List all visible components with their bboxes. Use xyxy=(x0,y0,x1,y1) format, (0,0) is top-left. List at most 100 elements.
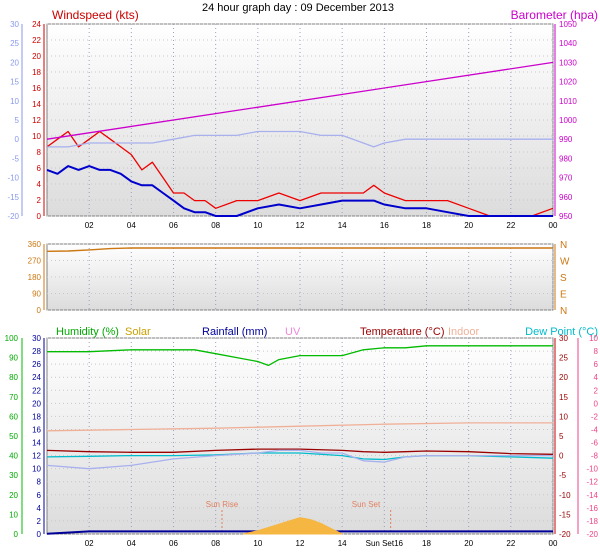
y-tick-label: 40 xyxy=(9,452,18,461)
x-tick-label: Sun Set16 xyxy=(366,539,404,548)
y-tick-label: 6 xyxy=(594,360,599,369)
x-tick-label: 06 xyxy=(169,221,178,230)
y-tick-label: -10 xyxy=(559,491,571,500)
x-tick-label: 08 xyxy=(211,221,220,230)
y-tick-label: -12 xyxy=(586,478,598,487)
y-tick-label: -16 xyxy=(586,504,598,513)
y-tick-label: 1000 xyxy=(559,116,577,125)
compass-label: S xyxy=(560,273,567,284)
y-tick-label: 24 xyxy=(32,373,41,382)
y-tick-label: 10 xyxy=(10,97,19,106)
solar-label: Solar xyxy=(125,326,151,338)
y-tick-label: 10 xyxy=(9,510,18,519)
y-tick-label: 10 xyxy=(559,412,568,421)
y-tick-label: 18 xyxy=(32,412,41,421)
x-tick-label: 00 xyxy=(549,221,558,230)
x-tick-label: 18 xyxy=(422,539,431,548)
series-indoor xyxy=(46,422,553,432)
series-average xyxy=(46,165,553,217)
y-tick-label: -20 xyxy=(7,212,19,221)
y-tick-label: -20 xyxy=(586,530,598,539)
y-tick-label: 8 xyxy=(37,148,42,157)
y-tick-label: -5 xyxy=(559,471,567,480)
y-tick-label: -18 xyxy=(586,517,598,526)
rainfall-label: Rainfall (mm) xyxy=(202,326,267,338)
y-tick-label: 5 xyxy=(15,116,20,125)
y-tick-label: 8 xyxy=(37,478,42,487)
y-tick-label: 1010 xyxy=(559,97,577,106)
y-tick-label: 90 xyxy=(9,354,18,363)
y-tick-label: 1040 xyxy=(559,39,577,48)
x-tick-label: 04 xyxy=(127,539,136,548)
x-tick-label: 04 xyxy=(127,221,136,230)
y-tick-label: 30 xyxy=(559,334,568,343)
y-tick-label: 4 xyxy=(37,504,42,513)
x-tick-label: 12 xyxy=(296,539,305,548)
compass-label: N xyxy=(560,240,567,251)
barometer-label: Barometer (hpa) xyxy=(511,8,598,22)
y-tick-label: 980 xyxy=(559,154,573,163)
y-tick-label: 12 xyxy=(32,116,41,125)
series-humidity xyxy=(47,345,553,367)
y-tick-label: 2 xyxy=(37,517,42,526)
dewpoint-label: Dew Point (°C) xyxy=(525,326,598,338)
x-tick-label: 20 xyxy=(464,221,473,230)
x-tick-label: 16 xyxy=(380,221,389,230)
x-tick-label: 02 xyxy=(85,221,94,230)
y-tick-label: 14 xyxy=(32,439,41,448)
y-tick-label: 25 xyxy=(559,354,568,363)
y-tick-label: 0 xyxy=(37,212,42,221)
y-tick-label: 0 xyxy=(37,530,42,539)
y-tick-label: -5 xyxy=(12,154,20,163)
y-tick-label: 20 xyxy=(32,52,41,61)
y-tick-label: 4 xyxy=(594,373,599,382)
y-tick-label: 1050 xyxy=(559,20,577,29)
indoor-label: Indoor xyxy=(448,326,480,338)
y-tick-label: 15 xyxy=(10,78,19,87)
y-tick-label: 180 xyxy=(28,273,42,282)
compass-label: W xyxy=(560,257,570,268)
y-tick-label: 360 xyxy=(28,240,42,249)
y-tick-label: 24 xyxy=(32,20,41,29)
y-tick-label: 6 xyxy=(37,164,42,173)
x-tick-label: 22 xyxy=(506,539,515,548)
y-tick-label: 18 xyxy=(32,68,41,77)
x-tick-label: 02 xyxy=(85,539,94,548)
page-title: 24 hour graph day : 09 December 2013 xyxy=(202,2,394,14)
y-tick-label: 16 xyxy=(32,84,41,93)
y-tick-label: 10 xyxy=(589,334,598,343)
sun-set-label: Sun Set xyxy=(352,500,381,509)
y-tick-label: 12 xyxy=(32,452,41,461)
humidity-label: Humidity (%) xyxy=(56,326,119,338)
y-tick-label: -10 xyxy=(586,465,598,474)
y-tick-label: 0 xyxy=(594,399,599,408)
x-tick-label: 18 xyxy=(422,221,431,230)
y-tick-label: 2 xyxy=(37,196,42,205)
sun-rise-label: Sun Rise xyxy=(206,500,239,509)
y-tick-label: 50 xyxy=(9,432,18,441)
uv-label: UV xyxy=(285,326,301,338)
y-tick-label: 30 xyxy=(10,20,19,29)
x-tick-label: 06 xyxy=(169,539,178,548)
y-tick-label: 14 xyxy=(32,100,41,109)
series-gust xyxy=(46,130,554,217)
y-tick-label: 8 xyxy=(594,347,599,356)
x-tick-label: 14 xyxy=(338,221,347,230)
y-tick-label: -20 xyxy=(559,530,571,539)
compass-label: E xyxy=(560,290,567,301)
y-tick-label: 20 xyxy=(32,399,41,408)
y-tick-label: 28 xyxy=(32,347,41,356)
y-tick-label: 80 xyxy=(9,373,18,382)
y-tick-label: -15 xyxy=(7,193,19,202)
chart-marks: 02 04 06 08 10 12 14 16 18 20 22 000246810121416182… xyxy=(5,20,599,548)
x-tick-label: 00 xyxy=(549,539,558,548)
y-tick-label: 4 xyxy=(37,180,42,189)
y-tick-label: 16 xyxy=(32,425,41,434)
y-tick-label: 30 xyxy=(32,334,41,343)
y-tick-label: 60 xyxy=(9,412,18,421)
y-tick-label: 1020 xyxy=(559,78,577,87)
series-outdoor_light xyxy=(46,449,553,470)
x-tick-label: 08 xyxy=(211,539,220,548)
y-tick-label: 100 xyxy=(5,334,19,343)
series-solar xyxy=(242,517,343,535)
